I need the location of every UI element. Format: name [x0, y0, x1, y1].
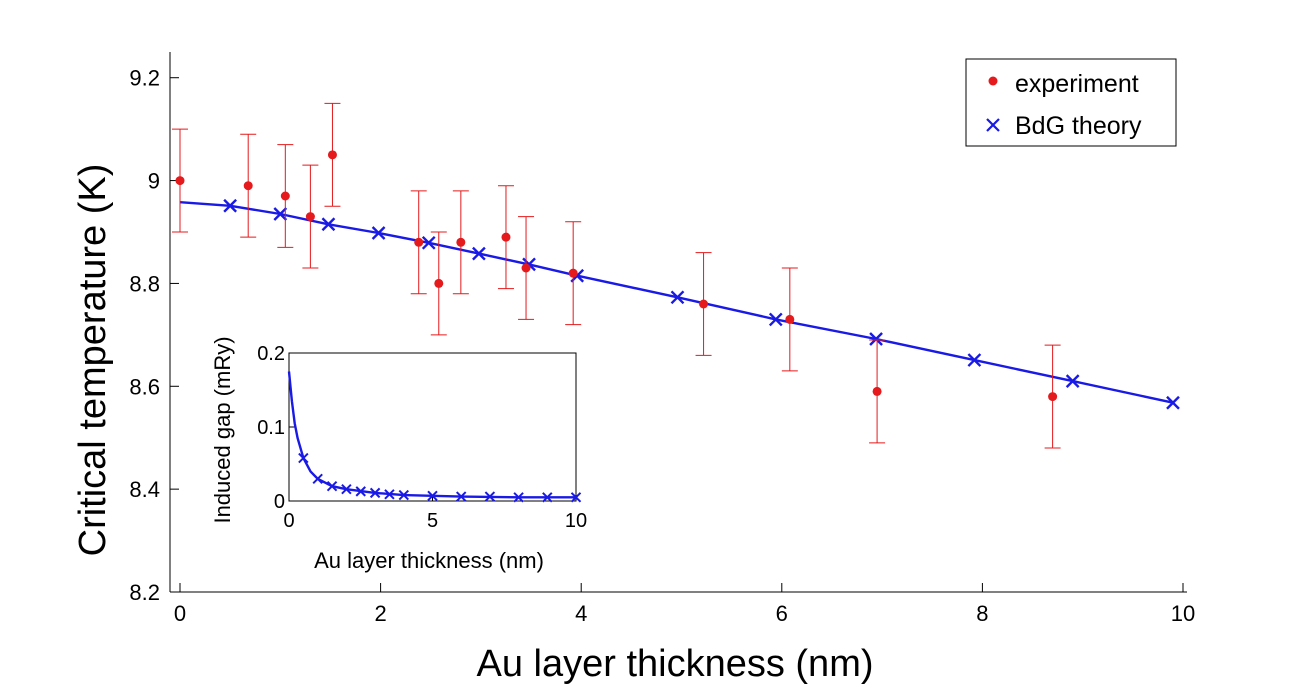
inset-point — [298, 452, 309, 464]
inset-chart: 0 5 10 0 0.1 0.2 Au layer thickness (nm) Ind… — [210, 336, 587, 573]
theory-point — [472, 246, 486, 261]
inset-point — [384, 489, 395, 500]
inset-point — [455, 491, 467, 502]
experiment-point — [456, 237, 466, 247]
inset-point — [513, 492, 524, 503]
inset-point — [341, 483, 352, 495]
experiment-point — [243, 181, 253, 191]
experiment-point — [175, 176, 185, 186]
theory-point — [670, 290, 685, 305]
experiment-point — [1048, 392, 1058, 402]
legend-experiment-label: experiment — [1015, 70, 1139, 98]
theory-point — [321, 217, 336, 232]
legend: experiment BdG theory — [965, 58, 1177, 147]
legend-box — [965, 58, 1177, 147]
y-axis-title: Critical temperature (K) — [72, 164, 114, 557]
inset-point — [326, 480, 338, 492]
y-tick-label: 9.2 — [129, 66, 160, 91]
experiment-point — [872, 386, 882, 396]
inset-point — [369, 487, 381, 499]
inset-point — [398, 489, 410, 501]
theory-point — [768, 312, 783, 327]
inset-y-tick-label: 0.2 — [257, 343, 285, 365]
inset-point — [355, 486, 366, 497]
inset-x-tick-label: 10 — [565, 510, 587, 532]
inset-point — [312, 473, 323, 485]
inset-gap-curve — [287, 371, 576, 499]
inset-y-axis-title: Induced gap (mRy) — [210, 336, 235, 523]
theory-point — [1065, 374, 1080, 388]
experiment-point — [434, 278, 444, 288]
experiment-point — [280, 191, 290, 201]
experiment-point — [568, 268, 578, 278]
y-tick-label: 8.4 — [129, 477, 160, 502]
x-tick-label: 10 — [1171, 601, 1195, 626]
experiment-point — [327, 150, 337, 160]
experiment-point — [785, 314, 795, 324]
inset-y-tick-label: 0.1 — [257, 417, 285, 439]
legend-experiment-marker — [988, 76, 998, 86]
x-tick-label: 2 — [374, 601, 386, 626]
theory-point — [371, 226, 386, 240]
legend-theory-marker — [986, 118, 1000, 132]
x-axis-title: Au layer thickness (nm) — [476, 643, 873, 685]
theory-point — [421, 235, 436, 250]
inset-point — [570, 492, 582, 503]
inset-point — [427, 490, 438, 502]
experiment-point — [521, 263, 531, 273]
experiment-point — [699, 299, 709, 309]
y-tick-label: 8.6 — [129, 374, 160, 399]
theory-point — [1166, 395, 1180, 410]
theory-point — [967, 353, 982, 367]
inset-point — [542, 492, 553, 503]
inset-x-tick-label: 0 — [283, 510, 294, 532]
inset-x-tick-label: 5 — [427, 510, 438, 532]
experiment-point — [414, 237, 424, 247]
theory-point — [223, 198, 237, 213]
x-tick-label: 0 — [174, 601, 186, 626]
theory-point — [273, 207, 288, 221]
theory-point — [869, 332, 883, 346]
y-tick-label: 8.2 — [129, 580, 160, 605]
x-tick-label: 6 — [776, 601, 788, 626]
y-tick-label: 8.8 — [129, 271, 160, 296]
inset-x-axis-title: Au layer thickness (nm) — [314, 548, 544, 573]
experiment-point — [501, 232, 511, 242]
x-tick-label: 4 — [575, 601, 587, 626]
legend-theory-label: BdG theory — [1015, 112, 1142, 140]
inset-point — [484, 491, 496, 502]
main-axes: 0 2 4 6 8 10 8.2 8.4 8.6 8.8 9 9.2 — [129, 52, 1195, 626]
inset-y-tick-label: 0 — [274, 491, 285, 513]
experiment-point — [305, 212, 315, 222]
x-tick-label: 8 — [976, 601, 988, 626]
y-tick-label: 9 — [148, 169, 160, 194]
inset-plot-area — [288, 352, 577, 502]
